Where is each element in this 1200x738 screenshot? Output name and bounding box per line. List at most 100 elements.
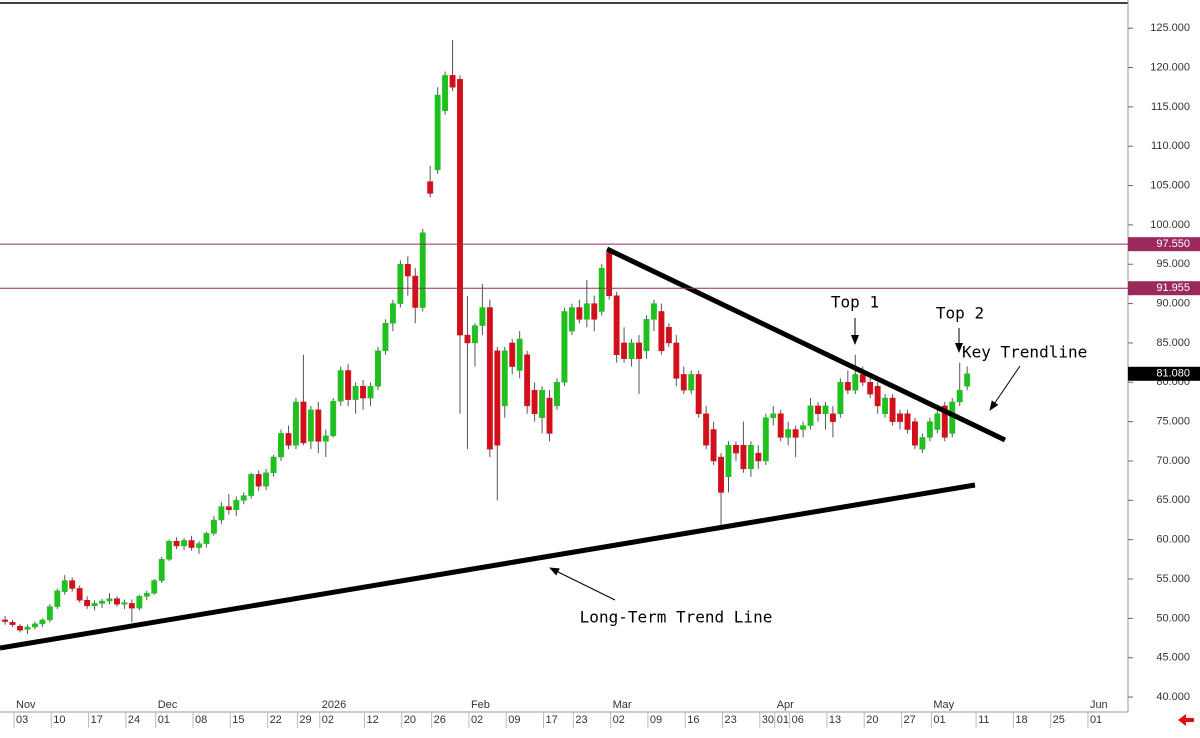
candle-body bbox=[598, 267, 605, 312]
candle-body bbox=[69, 580, 76, 589]
candle-body bbox=[934, 413, 941, 430]
scroll-arrow-icon[interactable] bbox=[1178, 714, 1194, 726]
candle-body bbox=[725, 444, 732, 477]
x-tick-label: 16 bbox=[687, 714, 699, 726]
candle-body bbox=[494, 350, 501, 446]
x-tick-label: 17 bbox=[546, 714, 558, 726]
candle-body bbox=[531, 389, 538, 415]
candle-body bbox=[568, 307, 575, 332]
candle-body bbox=[412, 275, 419, 308]
candle-body bbox=[859, 374, 866, 383]
candle-body bbox=[233, 500, 240, 511]
x-tick-label: 09 bbox=[650, 714, 662, 726]
candle-body bbox=[904, 413, 911, 430]
candle-body bbox=[673, 342, 680, 379]
candle-body bbox=[300, 401, 307, 444]
candle-body bbox=[99, 600, 105, 604]
candle-body bbox=[919, 437, 926, 450]
candle-body bbox=[807, 405, 814, 426]
y-tick-label: 95.000 bbox=[1156, 258, 1190, 270]
x-tick-label: 11 bbox=[978, 714, 989, 726]
candle-body bbox=[501, 350, 508, 407]
candle-body bbox=[658, 311, 665, 352]
candle-body bbox=[278, 433, 284, 458]
x-tick-label: 25 bbox=[1053, 714, 1065, 726]
candle-body bbox=[128, 603, 135, 609]
candle-body bbox=[695, 374, 702, 415]
candle-body bbox=[897, 413, 903, 422]
x-tick-label: 18 bbox=[1015, 714, 1027, 726]
y-tick-label: 110.000 bbox=[1151, 140, 1190, 152]
x-month-label: 2026 bbox=[322, 699, 346, 711]
candle-body bbox=[912, 421, 918, 446]
candle-body bbox=[613, 295, 620, 355]
candle-body bbox=[628, 342, 635, 359]
candle-body bbox=[852, 374, 859, 391]
candle-body bbox=[225, 506, 232, 511]
candle-body bbox=[2, 619, 9, 622]
candle-body bbox=[196, 543, 202, 548]
x-tick-label: 09 bbox=[508, 714, 520, 726]
candle-body bbox=[121, 602, 128, 605]
candle-body bbox=[449, 75, 456, 88]
candle-body bbox=[621, 342, 628, 359]
price-label: 97.550 bbox=[1156, 238, 1190, 250]
x-month-label: Mar bbox=[613, 699, 632, 711]
x-tick-label: 10 bbox=[53, 714, 65, 726]
candle-body bbox=[210, 519, 217, 534]
annotation: Key Trendline bbox=[962, 343, 1087, 362]
x-tick-label: 24 bbox=[128, 714, 140, 726]
candle-body bbox=[330, 400, 337, 437]
candle-body bbox=[136, 596, 143, 609]
candle-body bbox=[114, 598, 120, 605]
candle-body bbox=[829, 413, 836, 422]
price-label-box bbox=[1128, 281, 1200, 296]
candle-body bbox=[46, 606, 53, 621]
candle-body bbox=[382, 323, 389, 352]
x-tick-label: 30 bbox=[762, 714, 774, 726]
candle-body bbox=[576, 307, 583, 320]
x-tick-label: 01 bbox=[158, 714, 170, 726]
candle-body bbox=[822, 405, 829, 415]
y-tick-label: 115.000 bbox=[1151, 101, 1190, 113]
candle-body bbox=[39, 619, 46, 625]
candle-body bbox=[307, 409, 314, 442]
long-term-trendline bbox=[0, 482, 976, 651]
x-tick-label: 06 bbox=[792, 714, 804, 726]
candle-body bbox=[367, 385, 374, 399]
candle-body bbox=[926, 421, 933, 438]
candle-body bbox=[785, 429, 792, 438]
candle-body bbox=[31, 623, 38, 628]
y-tick-label: 50.000 bbox=[1156, 612, 1190, 624]
candle-body bbox=[9, 622, 16, 625]
x-month-label: Dec bbox=[158, 699, 178, 711]
candle-body bbox=[352, 385, 359, 400]
key-trendline bbox=[605, 246, 1007, 443]
y-tick-label: 55.000 bbox=[1156, 573, 1190, 585]
candle-body bbox=[471, 325, 478, 344]
x-tick-label: 12 bbox=[367, 714, 379, 726]
candle-body bbox=[516, 338, 523, 371]
candle-body bbox=[747, 444, 754, 470]
candle-body bbox=[248, 474, 255, 496]
candle-body bbox=[188, 540, 195, 548]
candle-body bbox=[173, 540, 180, 547]
candle-body bbox=[762, 417, 769, 462]
candle-body bbox=[292, 401, 299, 446]
y-tick-label: 125.000 bbox=[1150, 22, 1190, 34]
candle-body bbox=[91, 603, 98, 607]
candle-body bbox=[389, 303, 396, 324]
candle-body bbox=[755, 452, 762, 462]
y-tick-label: 60.000 bbox=[1156, 534, 1190, 546]
price-label-box bbox=[1128, 237, 1200, 252]
candle-body bbox=[61, 580, 68, 592]
candle-body bbox=[270, 456, 277, 474]
annotation: Long-Term Trend Line bbox=[580, 608, 773, 627]
x-month-label: Nov bbox=[16, 699, 36, 711]
candle-body bbox=[397, 264, 404, 304]
candle-body bbox=[285, 433, 292, 446]
candle-body bbox=[554, 382, 560, 407]
candle-body bbox=[539, 389, 546, 418]
candle-body bbox=[941, 405, 948, 438]
